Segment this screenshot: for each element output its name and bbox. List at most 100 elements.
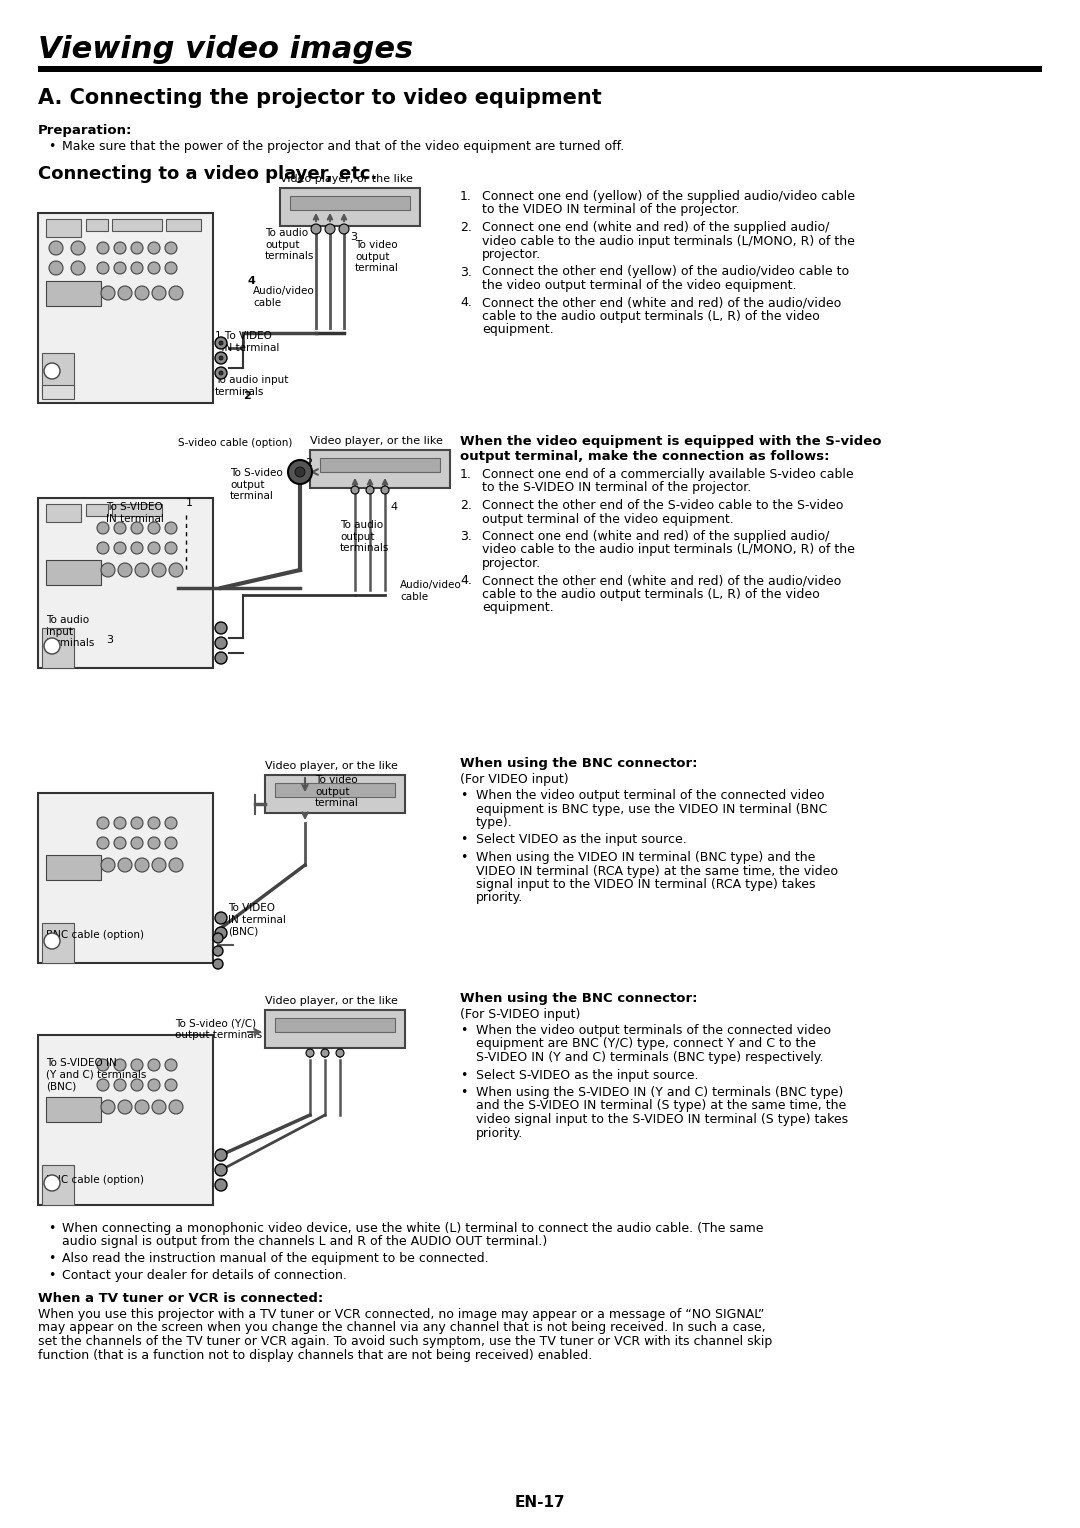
Text: Audio/video
cable: Audio/video cable xyxy=(400,581,462,602)
Circle shape xyxy=(131,1079,143,1091)
Circle shape xyxy=(306,1050,314,1057)
Circle shape xyxy=(288,460,312,484)
Circle shape xyxy=(131,1059,143,1071)
Circle shape xyxy=(49,261,63,275)
Text: To video
output
terminal: To video output terminal xyxy=(315,775,359,808)
Bar xyxy=(112,504,162,516)
Circle shape xyxy=(118,286,132,299)
Text: Video player, or the like: Video player, or the like xyxy=(310,435,443,446)
Text: may appear on the screen when you change the channel via any channel that is not: may appear on the screen when you change… xyxy=(38,1322,766,1334)
Text: Also read the instruction manual of the equipment to be connected.: Also read the instruction manual of the … xyxy=(62,1251,488,1265)
Bar xyxy=(46,219,81,237)
Text: the video output terminal of the video equipment.: the video output terminal of the video e… xyxy=(482,280,797,292)
Text: 1.: 1. xyxy=(460,468,472,481)
Text: To audio
input
terminals: To audio input terminals xyxy=(46,614,95,648)
Text: 4.: 4. xyxy=(460,296,472,310)
Text: to the S-VIDEO IN terminal of the projector.: to the S-VIDEO IN terminal of the projec… xyxy=(482,481,752,495)
Text: Connecting to a video player, etc.: Connecting to a video player, etc. xyxy=(38,165,377,183)
Bar xyxy=(166,219,201,231)
Circle shape xyxy=(219,371,222,374)
Text: to the VIDEO IN terminal of the projector.: to the VIDEO IN terminal of the projecto… xyxy=(482,203,740,217)
Bar xyxy=(42,353,75,393)
Bar xyxy=(310,451,450,487)
Circle shape xyxy=(213,946,222,957)
Circle shape xyxy=(215,1149,227,1161)
Circle shape xyxy=(148,261,160,274)
Circle shape xyxy=(165,523,177,533)
Circle shape xyxy=(381,486,389,494)
Text: VIDEO IN terminal (RCA type) at the same time, the video: VIDEO IN terminal (RCA type) at the same… xyxy=(476,865,838,877)
Bar xyxy=(38,212,213,403)
Text: Viewing video images: Viewing video images xyxy=(38,35,414,64)
Circle shape xyxy=(215,1180,227,1190)
Text: When a TV tuner or VCR is connected:: When a TV tuner or VCR is connected: xyxy=(38,1293,323,1305)
Circle shape xyxy=(215,367,227,379)
Text: type).: type). xyxy=(476,816,513,830)
Text: 3.: 3. xyxy=(460,266,472,278)
Text: function (that is a function not to display channels that are not being received: function (that is a function not to disp… xyxy=(38,1349,592,1361)
Text: projector.: projector. xyxy=(482,248,541,261)
Bar xyxy=(38,793,213,963)
Text: Select VIDEO as the input source.: Select VIDEO as the input source. xyxy=(476,833,687,847)
Bar xyxy=(275,782,395,798)
Text: Select S-VIDEO as the input source.: Select S-VIDEO as the input source. xyxy=(476,1068,699,1082)
Text: •: • xyxy=(48,1268,55,1282)
Circle shape xyxy=(295,468,305,477)
Bar xyxy=(46,1097,102,1122)
Circle shape xyxy=(351,486,359,494)
Circle shape xyxy=(339,225,349,234)
Circle shape xyxy=(118,1100,132,1114)
Text: Connect one end of a commercially available S-video cable: Connect one end of a commercially availa… xyxy=(482,468,853,481)
Bar xyxy=(46,281,102,306)
Text: BNC cable (option): BNC cable (option) xyxy=(46,1175,144,1186)
Text: equipment is BNC type, use the VIDEO IN terminal (BNC: equipment is BNC type, use the VIDEO IN … xyxy=(476,802,827,816)
Bar xyxy=(38,498,213,668)
Text: •: • xyxy=(460,788,468,802)
Circle shape xyxy=(131,837,143,850)
Text: video cable to the audio input terminals (L/MONO, R) of the: video cable to the audio input terminals… xyxy=(482,234,855,248)
Text: •: • xyxy=(48,1251,55,1265)
Circle shape xyxy=(97,1059,109,1071)
Text: To video
output
terminal: To video output terminal xyxy=(355,240,399,274)
Circle shape xyxy=(118,562,132,578)
Text: 1.: 1. xyxy=(460,189,472,203)
Circle shape xyxy=(325,225,335,234)
Circle shape xyxy=(148,523,160,533)
Text: When you use this projector with a TV tuner or VCR connected, no image may appea: When you use this projector with a TV tu… xyxy=(38,1308,765,1322)
Circle shape xyxy=(102,562,114,578)
Circle shape xyxy=(49,241,63,255)
Circle shape xyxy=(168,859,183,872)
Text: 4.: 4. xyxy=(460,575,472,587)
Circle shape xyxy=(114,1059,126,1071)
Circle shape xyxy=(148,837,160,850)
Text: equipment.: equipment. xyxy=(482,602,554,614)
Text: BNC cable (option): BNC cable (option) xyxy=(46,931,144,940)
Circle shape xyxy=(165,241,177,254)
Circle shape xyxy=(148,241,160,254)
Circle shape xyxy=(215,912,227,924)
Text: S-VIDEO IN (Y and C) terminals (BNC type) respectively.: S-VIDEO IN (Y and C) terminals (BNC type… xyxy=(476,1051,824,1063)
Circle shape xyxy=(44,364,60,379)
Circle shape xyxy=(114,817,126,830)
Bar xyxy=(46,504,81,523)
Circle shape xyxy=(213,960,222,969)
Text: •: • xyxy=(460,1024,468,1038)
Text: signal input to the VIDEO IN terminal (RCA type) takes: signal input to the VIDEO IN terminal (R… xyxy=(476,879,815,891)
Circle shape xyxy=(97,837,109,850)
Circle shape xyxy=(44,1175,60,1190)
Circle shape xyxy=(219,341,222,345)
Text: When the video equipment is equipped with the S-video: When the video equipment is equipped wit… xyxy=(460,435,881,448)
Circle shape xyxy=(97,241,109,254)
Bar xyxy=(86,504,108,516)
Bar xyxy=(42,385,75,399)
Circle shape xyxy=(152,859,166,872)
Text: Connect the other end (yellow) of the audio/video cable to: Connect the other end (yellow) of the au… xyxy=(482,266,849,278)
Text: When using the BNC connector:: When using the BNC connector: xyxy=(460,992,698,1005)
Bar xyxy=(38,66,1042,72)
Bar xyxy=(265,1010,405,1048)
Text: 2.: 2. xyxy=(460,222,472,234)
Text: To audio input
terminals: To audio input terminals xyxy=(215,374,288,397)
Bar xyxy=(46,559,102,585)
Circle shape xyxy=(148,1079,160,1091)
Circle shape xyxy=(131,261,143,274)
